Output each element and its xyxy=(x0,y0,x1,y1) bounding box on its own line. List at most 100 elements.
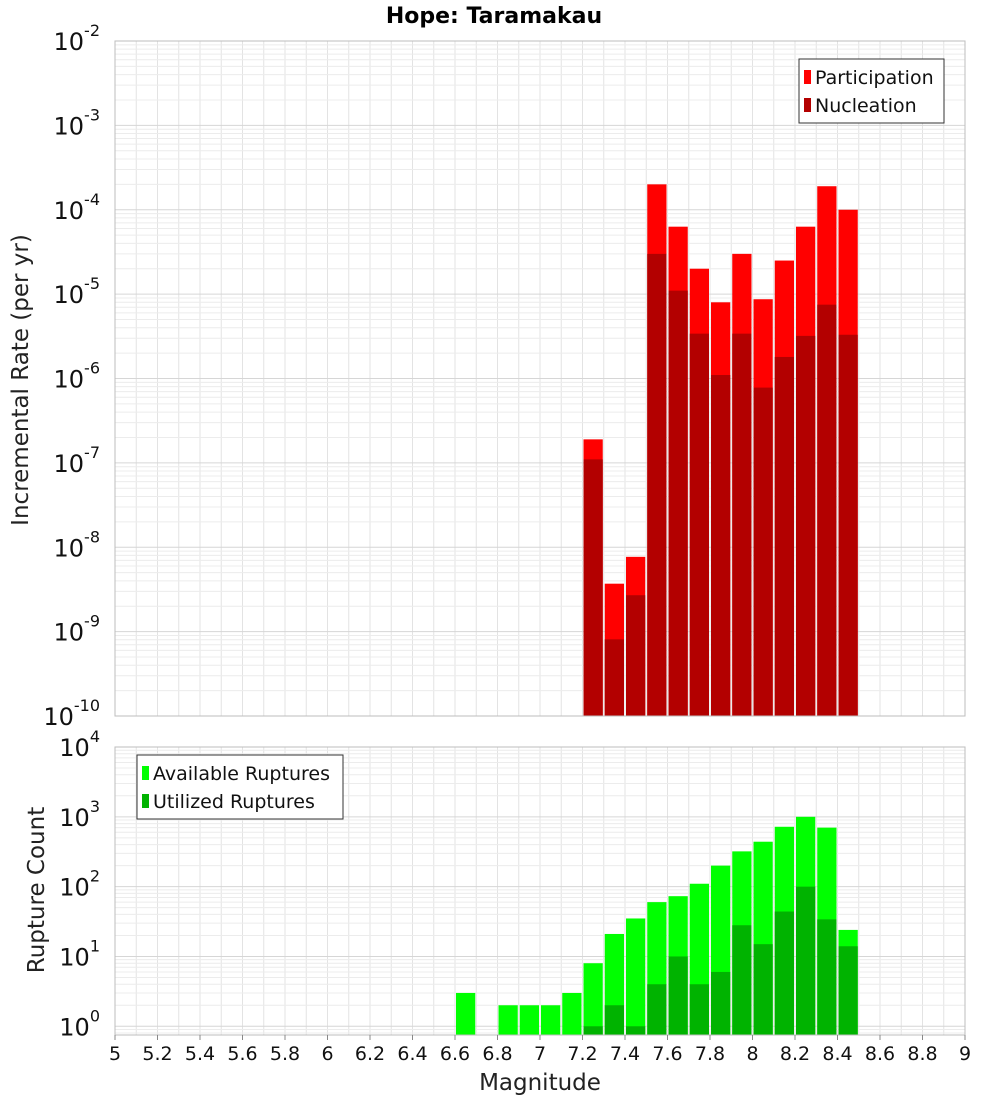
bar-available-ruptures xyxy=(562,992,582,1035)
y-tick-base: 10 xyxy=(59,1013,90,1041)
bar-available-ruptures xyxy=(626,918,646,1035)
y-tick-exponent: -7 xyxy=(84,443,100,462)
bar-utilized-ruptures xyxy=(817,919,837,1035)
y-tick-exponent: 3 xyxy=(90,797,100,816)
x-tick-label: 7.8 xyxy=(695,1043,725,1065)
bar-utilized-ruptures xyxy=(668,956,688,1035)
x-tick-label: 8.6 xyxy=(865,1043,895,1065)
y-tick-base: 10 xyxy=(54,281,85,309)
y-tick-exponent: -8 xyxy=(84,527,100,546)
y-tick-base: 10 xyxy=(54,28,85,56)
bar-nucleation xyxy=(817,304,837,716)
y-tick-exponent: -10 xyxy=(74,696,100,715)
legend-swatch xyxy=(804,98,811,112)
bar-nucleation xyxy=(796,335,816,716)
x-tick-label: 6.6 xyxy=(440,1043,470,1065)
y-tick-base: 10 xyxy=(59,734,90,762)
bar-nucleation xyxy=(668,290,688,716)
x-tick-label: 8.4 xyxy=(822,1043,852,1065)
bar-utilized-ruptures xyxy=(604,1005,624,1035)
y-tick-exponent: -2 xyxy=(84,21,100,40)
y-tick-base: 10 xyxy=(59,943,90,971)
x-tick-label: 7.4 xyxy=(610,1043,640,1065)
y-tick-exponent: -9 xyxy=(84,612,100,631)
legend: Participation Nucleation xyxy=(798,58,945,124)
y-tick-exponent: 2 xyxy=(90,867,100,886)
y-tick-exponent: -4 xyxy=(84,190,100,209)
x-tick-label: 5.8 xyxy=(270,1043,300,1065)
y-tick-label: 10-9 xyxy=(54,612,101,647)
bar-utilized-ruptures xyxy=(583,1026,603,1035)
x-tick-label: 6.4 xyxy=(397,1043,427,1065)
bar-nucleation xyxy=(583,459,603,716)
legend-box xyxy=(798,58,945,124)
x-tick-label: 8.2 xyxy=(780,1043,810,1065)
x-tick-label: 8 xyxy=(746,1043,758,1065)
y-tick-label: 103 xyxy=(59,797,100,832)
legend: Available Ruptures Utilized Ruptures xyxy=(136,754,344,820)
rate-axis-label: Incremental Rate (per yr) xyxy=(8,234,34,526)
legend-label: Utilized Ruptures xyxy=(153,791,315,813)
y-tick-exponent: -6 xyxy=(84,359,100,378)
y-tick-base: 10 xyxy=(54,534,85,562)
y-tick-exponent: 4 xyxy=(90,727,100,746)
bar-nucleation xyxy=(689,333,709,716)
bar-utilized-ruptures xyxy=(796,886,816,1035)
bar-utilized-ruptures xyxy=(753,944,773,1035)
bar-utilized-ruptures xyxy=(647,984,667,1035)
x-tick-labels: 5 5.2 5.4 5.6 5.8 6 6.2 6.4 6.6 6.8 7 7.2 7.4 7.6 7.8 8… xyxy=(109,1035,971,1065)
x-tick-label: 6 xyxy=(321,1043,333,1065)
legend-swatch xyxy=(142,794,149,808)
x-tick-label: 5.6 xyxy=(227,1043,257,1065)
y-tick-label: 10-7 xyxy=(54,443,101,478)
y-tick-label: 10-6 xyxy=(54,359,101,394)
legend-label: Nucleation xyxy=(815,95,917,117)
bar-available-ruptures xyxy=(519,1005,539,1035)
bar-nucleation xyxy=(774,356,794,716)
bar-nucleation xyxy=(604,639,624,716)
legend-label: Available Ruptures xyxy=(153,763,330,785)
y-tick-label: 10-4 xyxy=(54,190,101,225)
bar-nucleation xyxy=(838,334,858,716)
count-axis-label: Rupture Count xyxy=(24,807,50,973)
bar-available-ruptures xyxy=(541,1005,561,1035)
bars xyxy=(583,184,858,717)
bar-utilized-ruptures xyxy=(626,1026,646,1035)
y-tick-label: 10-8 xyxy=(54,527,101,562)
y-tick-label: 10-10 xyxy=(43,696,100,731)
bar-available-ruptures xyxy=(583,963,603,1035)
x-tick-label: 5.2 xyxy=(142,1043,172,1065)
y-tick-label: 100 xyxy=(59,1006,100,1041)
legend-swatch xyxy=(804,70,811,84)
y-tick-label: 101 xyxy=(59,936,100,971)
y-tick-exponent: 0 xyxy=(90,1006,100,1025)
y-tick-label: 102 xyxy=(59,867,100,902)
rate-panel: 10-1010-910-810-710-610-510-410-310-2Par… xyxy=(43,21,966,731)
bar-utilized-ruptures xyxy=(732,925,752,1035)
plot-border xyxy=(114,40,966,717)
x-tick-label: 5 xyxy=(109,1043,121,1065)
bar-utilized-ruptures xyxy=(711,971,731,1035)
bar-available-ruptures xyxy=(498,1005,518,1035)
y-tick-base: 10 xyxy=(43,703,74,731)
x-tick-label: 7 xyxy=(534,1043,546,1065)
x-tick-label: 6.8 xyxy=(482,1043,512,1065)
bar-available-ruptures xyxy=(456,992,476,1035)
legend-label: Participation xyxy=(815,67,934,89)
y-tick-base: 10 xyxy=(59,874,90,902)
y-tick-exponent: 1 xyxy=(90,936,100,955)
grid xyxy=(114,40,966,717)
y-tick-label: 10-2 xyxy=(54,21,101,56)
x-tick-label: 7.6 xyxy=(652,1043,682,1065)
legend-box xyxy=(136,754,344,820)
bar-utilized-ruptures xyxy=(774,911,794,1035)
bars xyxy=(456,816,858,1035)
bar-nucleation xyxy=(647,253,667,716)
x-tick-label: 5.4 xyxy=(185,1043,215,1065)
x-tick-label: 8.8 xyxy=(907,1043,937,1065)
y-tick-base: 10 xyxy=(54,112,85,140)
